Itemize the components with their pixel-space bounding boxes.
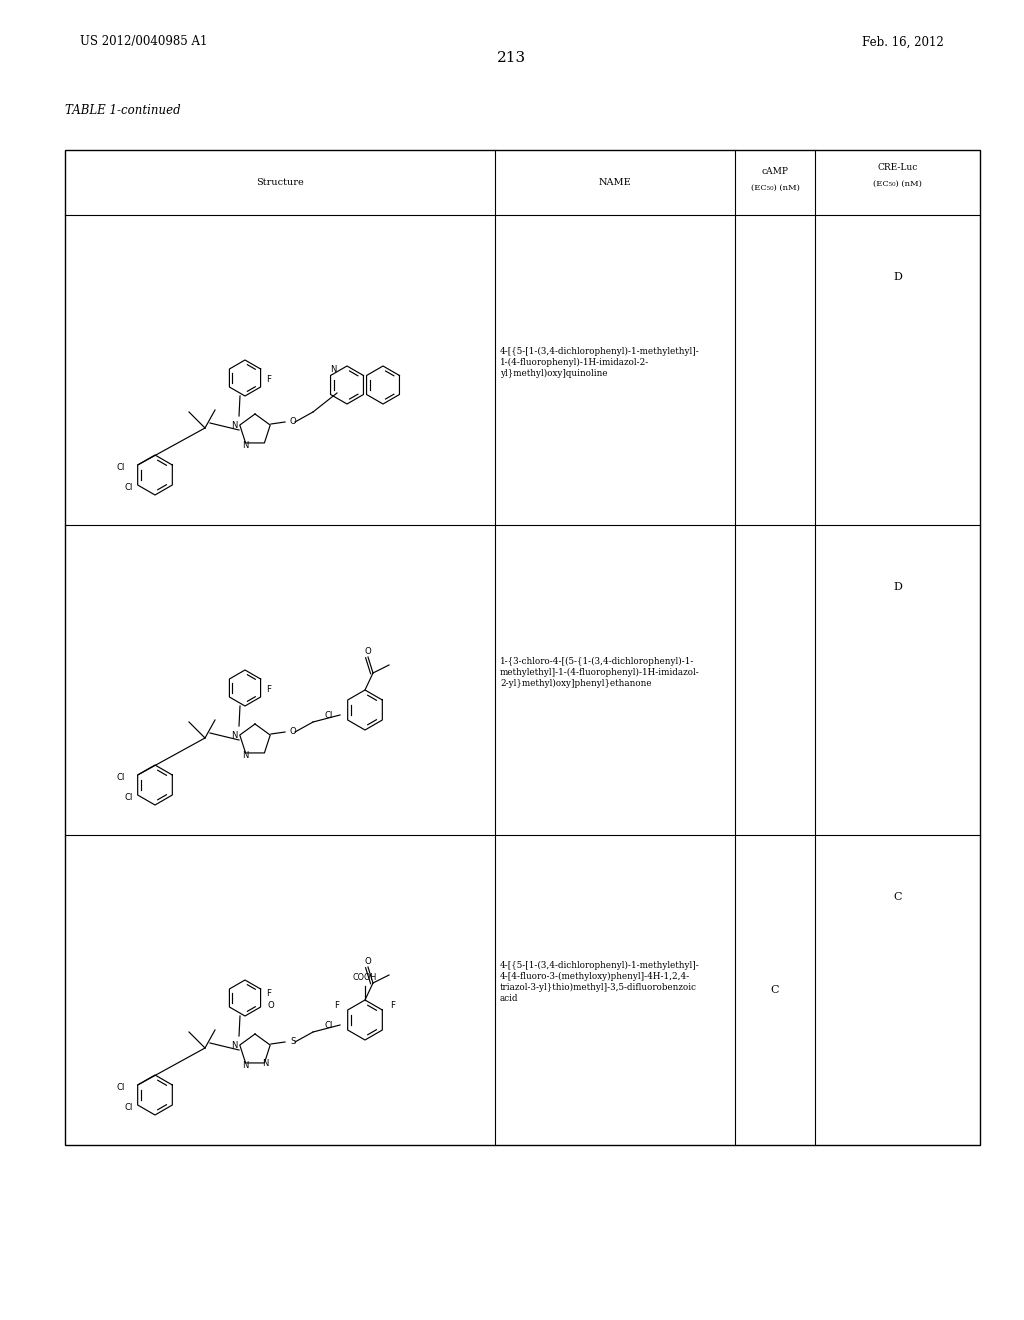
Text: cAMP: cAMP bbox=[762, 168, 788, 177]
Text: N: N bbox=[230, 1040, 238, 1049]
Text: Cl: Cl bbox=[125, 483, 133, 491]
Text: D: D bbox=[893, 582, 902, 591]
Text: US 2012/0040985 A1: US 2012/0040985 A1 bbox=[80, 36, 208, 49]
Text: yl}methyl)oxy]quinoline: yl}methyl)oxy]quinoline bbox=[500, 368, 607, 378]
Text: NAME: NAME bbox=[599, 178, 632, 187]
Text: Cl: Cl bbox=[325, 1020, 333, 1030]
Text: N: N bbox=[230, 730, 238, 739]
Text: 213: 213 bbox=[498, 51, 526, 65]
Text: Cl: Cl bbox=[117, 772, 125, 781]
Text: TABLE 1-continued: TABLE 1-continued bbox=[65, 103, 180, 116]
Text: acid: acid bbox=[500, 994, 518, 1003]
Text: Cl: Cl bbox=[125, 1102, 133, 1111]
Text: Structure: Structure bbox=[256, 178, 304, 187]
Text: 4-[{5-[1-(3,4-dichlorophenyl)-1-methylethyl]-: 4-[{5-[1-(3,4-dichlorophenyl)-1-methylet… bbox=[500, 961, 699, 970]
Text: D: D bbox=[893, 272, 902, 282]
Text: N: N bbox=[242, 441, 248, 450]
Text: N: N bbox=[242, 1060, 248, 1069]
Text: C: C bbox=[893, 892, 902, 902]
Text: 2-yl}methyl)oxy]phenyl}ethanone: 2-yl}methyl)oxy]phenyl}ethanone bbox=[500, 678, 651, 688]
Text: N: N bbox=[230, 421, 238, 429]
Text: 1-{3-chloro-4-[(5-{1-(3,4-dichlorophenyl)-1-: 1-{3-chloro-4-[(5-{1-(3,4-dichlorophenyl… bbox=[500, 656, 694, 665]
Text: (EC₅₀) (nM): (EC₅₀) (nM) bbox=[873, 180, 922, 187]
Text: Cl: Cl bbox=[117, 462, 125, 471]
Text: O: O bbox=[365, 647, 372, 656]
Text: Cl: Cl bbox=[117, 1082, 125, 1092]
Text: 4-[{5-[1-(3,4-dichlorophenyl)-1-methylethyl]-: 4-[{5-[1-(3,4-dichlorophenyl)-1-methylet… bbox=[500, 346, 699, 355]
Text: methylethyl]-1-(4-fluorophenyl)-1H-imidazol-: methylethyl]-1-(4-fluorophenyl)-1H-imida… bbox=[500, 668, 699, 677]
Text: F: F bbox=[390, 1002, 395, 1011]
Text: F: F bbox=[266, 989, 271, 998]
Text: C: C bbox=[771, 985, 779, 995]
Text: O: O bbox=[290, 726, 297, 735]
Text: triazol-3-yl}thio)methyl]-3,5-difluorobenzoic: triazol-3-yl}thio)methyl]-3,5-difluorobe… bbox=[500, 983, 697, 993]
Text: S: S bbox=[290, 1036, 296, 1045]
Text: CRE-Luc: CRE-Luc bbox=[878, 164, 918, 173]
Text: Cl: Cl bbox=[125, 792, 133, 801]
Text: F: F bbox=[335, 1002, 340, 1011]
Text: O: O bbox=[267, 1002, 274, 1011]
Text: Cl: Cl bbox=[325, 710, 333, 719]
Text: Feb. 16, 2012: Feb. 16, 2012 bbox=[862, 36, 944, 49]
Text: COOH: COOH bbox=[353, 974, 377, 982]
Text: N: N bbox=[242, 751, 248, 759]
Text: F: F bbox=[266, 375, 271, 384]
Bar bbox=[65, 150, 980, 1144]
Text: N: N bbox=[262, 1059, 268, 1068]
Text: O: O bbox=[290, 417, 297, 425]
Text: O: O bbox=[365, 957, 372, 965]
Text: (EC₅₀) (nM): (EC₅₀) (nM) bbox=[751, 183, 800, 191]
Text: F: F bbox=[266, 685, 271, 694]
Text: 4-[4-fluoro-3-(methyloxy)phenyl]-4H-1,2,4-: 4-[4-fluoro-3-(methyloxy)phenyl]-4H-1,2,… bbox=[500, 972, 690, 981]
Text: N: N bbox=[330, 364, 336, 374]
Text: 1-(4-fluorophenyl)-1H-imidazol-2-: 1-(4-fluorophenyl)-1H-imidazol-2- bbox=[500, 358, 649, 367]
